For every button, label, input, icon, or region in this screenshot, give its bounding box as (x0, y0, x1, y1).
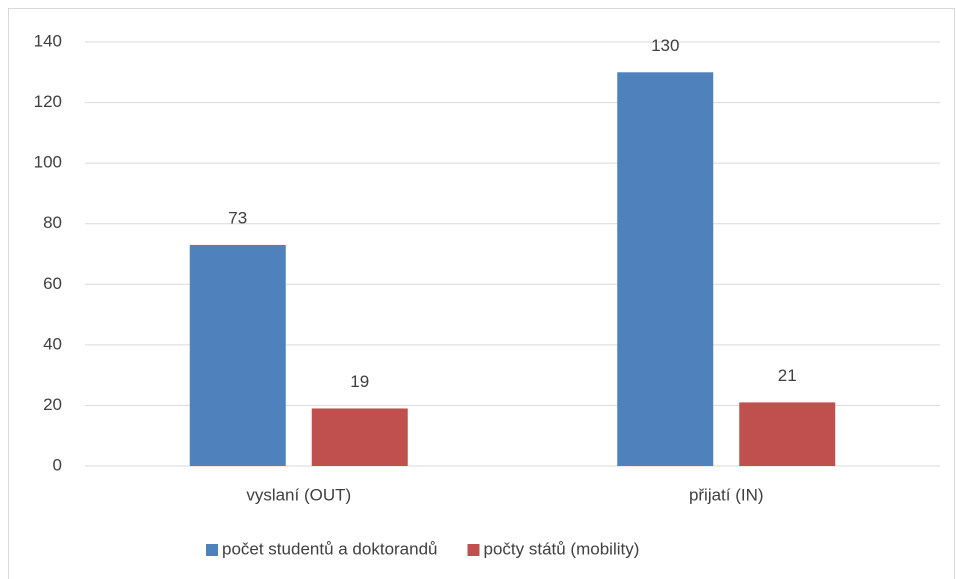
y-tick-label: 0 (53, 455, 62, 474)
legend-label: počty států (mobility) (484, 539, 640, 558)
data-label: 73 (228, 208, 247, 227)
legend-label: počet studentů a doktorandů (222, 539, 438, 558)
legend-swatch (467, 544, 480, 556)
y-tick-label: 80 (43, 213, 62, 232)
x-tick-label: přijatí (IN) (689, 485, 764, 504)
data-label: 19 (350, 372, 369, 391)
legend-swatch (206, 544, 218, 556)
data-label: 130 (651, 36, 679, 55)
y-tick-label: 100 (34, 153, 62, 172)
y-tick-label: 20 (43, 395, 62, 414)
y-tick-label: 120 (34, 92, 62, 111)
y-tick-label: 60 (43, 274, 62, 293)
bar (739, 402, 836, 466)
bar (617, 72, 714, 467)
bar (189, 244, 286, 466)
x-tick-label: vyslaní (OUT) (246, 485, 351, 504)
y-tick-label: 40 (43, 334, 62, 353)
chart-frame (8, 8, 955, 579)
y-tick-label: 140 (34, 31, 62, 50)
bar (311, 408, 408, 466)
data-label: 21 (778, 366, 797, 385)
